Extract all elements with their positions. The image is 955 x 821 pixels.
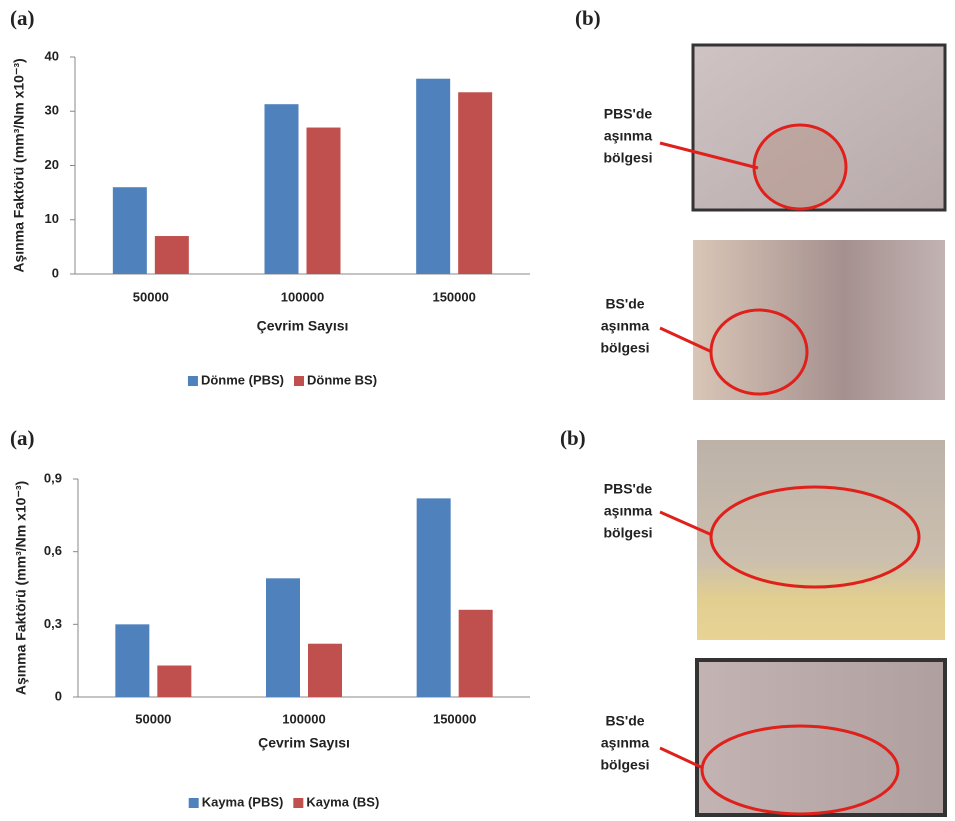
photo-label: bölgesi [603, 525, 652, 541]
photo-label: PBS'de [604, 481, 653, 497]
x-tick-label: 50000 [133, 289, 169, 304]
photo-label: aşınma [601, 735, 649, 751]
legend-swatch [189, 798, 199, 808]
photo-label: bölgesi [600, 340, 649, 356]
legend-swatch [294, 376, 304, 386]
legend-label: Kayma (PBS) [202, 794, 284, 809]
photos [660, 45, 945, 815]
photo [697, 440, 945, 640]
panel-label: (b) [560, 426, 586, 450]
bar [265, 104, 299, 274]
wear-area [755, 127, 845, 207]
y-tick-label: 40 [45, 48, 59, 63]
photo-label: bölgesi [600, 757, 649, 773]
x-axis-label: Çevrim Sayısı [257, 318, 349, 334]
y-tick-label: 10 [45, 211, 59, 226]
y-axis-label: Aşınma Faktörü (mm³/Nm x10⁻³) [11, 58, 27, 272]
y-tick-label: 20 [45, 157, 59, 172]
photo-label: aşınma [604, 128, 652, 144]
photo-label: BS'de [605, 713, 644, 729]
y-tick-label: 0,3 [44, 616, 62, 631]
x-axis-label: Çevrim Sayısı [258, 735, 350, 751]
y-tick-label: 0 [52, 265, 59, 280]
bar [113, 187, 147, 274]
x-tick-label: 150000 [432, 289, 475, 304]
bar [157, 666, 191, 697]
photo-label: aşınma [604, 503, 652, 519]
photo-label: aşınma [601, 318, 649, 334]
bar [155, 236, 189, 274]
y-tick-label: 0,6 [44, 543, 62, 558]
x-tick-label: 100000 [281, 289, 324, 304]
x-tick-label: 50000 [135, 711, 171, 726]
legend: Kayma (PBS) Kayma (BS) [189, 794, 380, 809]
bar [307, 128, 341, 274]
legend: Dönme (PBS) Dönme BS) [188, 372, 377, 387]
legend-swatch [293, 798, 303, 808]
photo-label: PBS'de [604, 106, 653, 122]
bar [115, 624, 149, 697]
x-tick-label: 100000 [282, 711, 325, 726]
panel-label: (b) [575, 6, 601, 30]
photo-label: bölgesi [603, 150, 652, 166]
panel-label: (a) [10, 6, 35, 30]
photo-label: BS'de [605, 296, 644, 312]
bar [308, 644, 342, 697]
panel-label: (a) [10, 426, 35, 450]
legend-label: Kayma (BS) [306, 794, 379, 809]
legend-label: Dönme (PBS) [201, 372, 284, 387]
bar [458, 92, 492, 274]
bar [417, 498, 451, 697]
y-axis-label: Aşınma Faktörü (mm³/Nm x10⁻³) [13, 481, 29, 695]
y-tick-label: 30 [45, 103, 59, 118]
bar [459, 610, 493, 697]
legend-swatch [188, 376, 198, 386]
legend-label: Dönme BS) [307, 372, 377, 387]
y-tick-label: 0 [55, 688, 62, 703]
bar [416, 79, 450, 274]
photo [693, 240, 945, 400]
x-tick-label: 150000 [433, 711, 476, 726]
bar [266, 578, 300, 697]
y-tick-label: 0,9 [44, 470, 62, 485]
figure: (a) (b) (a) (b) PBS'de aşınma bölgesi BS'de aşın… [0, 0, 955, 821]
